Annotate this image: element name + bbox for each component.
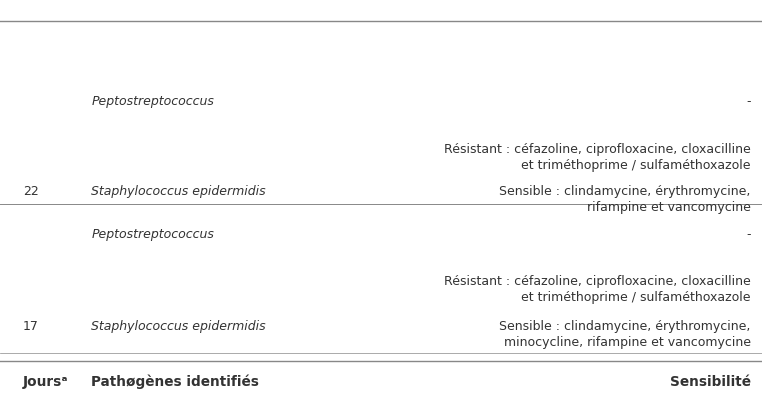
Text: Sensibilité: Sensibilité <box>670 374 751 388</box>
Text: Staphylococcus epidermidis: Staphylococcus epidermidis <box>91 184 266 198</box>
Text: Sensible : clindamycine, érythromycine,: Sensible : clindamycine, érythromycine, <box>499 319 751 332</box>
Text: minocycline, rifampine et vancomycine: minocycline, rifampine et vancomycine <box>504 335 751 348</box>
Text: 17: 17 <box>23 319 39 332</box>
Text: Peptostreptococcus: Peptostreptococcus <box>91 95 214 108</box>
Text: -: - <box>746 227 751 240</box>
Text: Joursᵃ: Joursᵃ <box>23 374 69 388</box>
Text: Staphylococcus epidermidis: Staphylococcus epidermidis <box>91 319 266 332</box>
Text: rifampine et vancomycine: rifampine et vancomycine <box>587 200 751 213</box>
Text: Résistant : céfazoline, ciprofloxacine, cloxacilline: Résistant : céfazoline, ciprofloxacine, … <box>443 274 751 287</box>
Text: Sensible : clindamycine, érythromycine,: Sensible : clindamycine, érythromycine, <box>499 184 751 198</box>
Text: -: - <box>746 95 751 108</box>
Text: 22: 22 <box>23 184 39 198</box>
Text: et triméthoprime / sulfaméthoxazole: et triméthoprime / sulfaméthoxazole <box>521 290 751 303</box>
Text: Résistant : céfazoline, ciprofloxacine, cloxacilline: Résistant : céfazoline, ciprofloxacine, … <box>443 143 751 155</box>
Text: et triméthoprime / sulfaméthoxazole: et triméthoprime / sulfaméthoxazole <box>521 159 751 172</box>
Text: Pathøgènes identifiés: Pathøgènes identifiés <box>91 374 259 388</box>
Text: Peptostreptococcus: Peptostreptococcus <box>91 227 214 240</box>
